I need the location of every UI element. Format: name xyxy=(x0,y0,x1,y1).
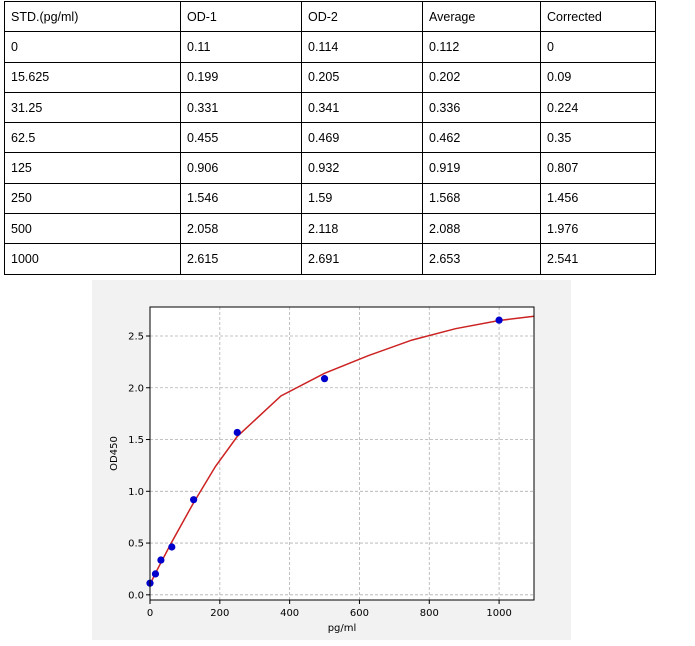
table-cell: 1.976 xyxy=(540,213,656,245)
table-cell: 0 xyxy=(540,31,656,63)
table-cell: 1.59 xyxy=(301,182,423,215)
x-axis-label: pg/ml xyxy=(328,623,357,634)
data-point xyxy=(168,543,176,551)
x-tick-label: 600 xyxy=(350,608,369,619)
table-cell: 250 xyxy=(4,182,181,215)
data-point xyxy=(157,556,165,564)
table-cell: 2.615 xyxy=(180,243,302,275)
table-cell: 62.5 xyxy=(4,122,181,154)
data-point xyxy=(151,570,160,578)
table-cell: 1.456 xyxy=(540,182,656,215)
data-point xyxy=(190,496,198,504)
table-row: 125 0.906 0.932 0.919 0.807 xyxy=(4,152,656,184)
table-cell: 0.469 xyxy=(301,122,423,154)
plot-frame xyxy=(149,306,535,601)
table-header-cell: Average xyxy=(422,0,541,33)
table-cell: 0.462 xyxy=(422,122,541,154)
standard-table: STD.(pg/ml) OD-1 OD-2 Average Corrected 0 0.11… xyxy=(4,0,656,275)
table-header-cell: Corrected xyxy=(540,0,656,33)
table-cell: 0.202 xyxy=(422,61,541,93)
plot-area xyxy=(150,307,534,600)
table-cell: 2.118 xyxy=(301,213,423,245)
table-cell: 0.919 xyxy=(422,152,541,184)
data-point xyxy=(320,375,329,383)
table-cell: 15.625 xyxy=(4,61,181,93)
y-tick-label: 0.5 xyxy=(128,539,144,550)
data-point xyxy=(233,428,241,437)
table-cell: 0.11 xyxy=(180,31,302,63)
standard-curve-chart: 0 200 400 600 800 1000 0.0 0.5 1.0 1.5 2.0 2.5 pg/ml… xyxy=(109,306,535,634)
table-cell: 1000 xyxy=(4,243,181,275)
table-header-row: STD.(pg/ml) OD-1 OD-2 Average Corrected xyxy=(4,0,656,33)
table-cell: 0.114 xyxy=(301,31,423,63)
table-row: 62.5 0.455 0.469 0.462 0.35 xyxy=(4,122,656,154)
table-header-cell: OD-1 xyxy=(180,0,302,33)
table-row: 0 0.11 0.114 0.112 0 xyxy=(4,31,656,63)
y-tick-label: 2.5 xyxy=(128,331,144,342)
table-cell: 0.336 xyxy=(422,91,541,124)
y-tick-label: 2.0 xyxy=(128,383,144,394)
table-cell: 2.088 xyxy=(422,213,541,245)
x-tick-label: 200 xyxy=(210,608,229,619)
table-cell: 0.205 xyxy=(301,61,423,93)
table-cell: 0.932 xyxy=(301,152,423,184)
table-cell: 1.546 xyxy=(180,182,302,215)
table-row: 31.25 0.331 0.341 0.336 0.224 xyxy=(4,91,656,124)
table-cell: 2.653 xyxy=(422,243,541,275)
table-cell: 1.568 xyxy=(422,182,541,215)
table-cell: 500 xyxy=(4,213,181,245)
table-row: 1000 2.615 2.691 2.653 2.541 xyxy=(4,243,656,275)
table-cell: 0.112 xyxy=(422,31,541,63)
table-cell: 0.455 xyxy=(180,122,302,154)
table-row: 250 1.546 1.59 1.568 1.456 xyxy=(4,182,656,215)
table-cell: 0 xyxy=(4,31,181,63)
table-cell: 31.25 xyxy=(4,91,181,124)
table-cell: 2.058 xyxy=(180,213,302,245)
table-row: 15.625 0.199 0.205 0.202 0.09 xyxy=(4,61,656,93)
x-tick-label: 800 xyxy=(420,608,439,619)
y-tick-label: 1.0 xyxy=(128,487,144,498)
table-cell: 0.35 xyxy=(540,122,656,154)
x-tick-label: 1000 xyxy=(486,608,511,619)
table-cell: 0.331 xyxy=(180,91,302,124)
data-point xyxy=(495,316,503,324)
y-axis-label: OD450 xyxy=(109,436,120,471)
table-cell: 0.341 xyxy=(301,91,423,124)
x-tick-label: 400 xyxy=(280,608,299,619)
table-cell: 0.807 xyxy=(540,152,656,184)
table-header-cell: STD.(pg/ml) xyxy=(4,0,181,33)
table-row: 500 2.058 2.118 2.088 1.976 xyxy=(4,213,656,245)
y-tick-label: 1.5 xyxy=(128,435,144,446)
x-tick-label: 0 xyxy=(147,608,153,619)
table-cell: 2.691 xyxy=(301,243,423,275)
table-cell: 0.09 xyxy=(540,61,656,93)
standard-curve-figure: 0 200 400 600 800 1000 0.0 0.5 1.0 1.5 2.0 2.5 pg/ml… xyxy=(92,280,571,640)
table-cell: 125 xyxy=(4,152,181,184)
table-cell: 0.224 xyxy=(540,91,656,124)
y-tick-label: 0.0 xyxy=(128,590,144,601)
table-cell: 2.541 xyxy=(540,243,656,275)
table-cell: 0.199 xyxy=(180,61,302,93)
table-cell: 0.906 xyxy=(180,152,302,184)
table-header-cell: OD-2 xyxy=(301,0,423,33)
